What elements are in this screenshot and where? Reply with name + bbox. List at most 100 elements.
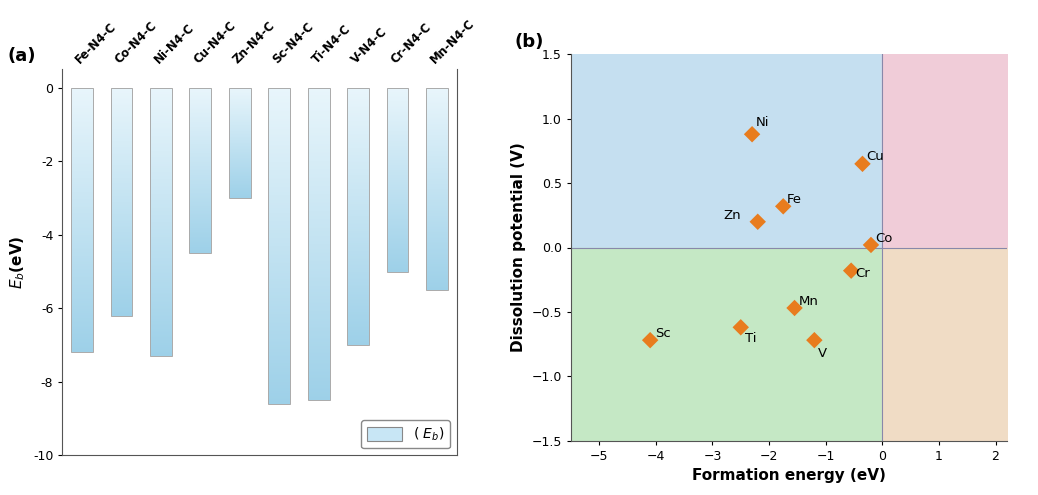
Text: Ti: Ti (745, 332, 757, 346)
Bar (269, 116, 290, 118)
Bar (427, 176, 447, 177)
Bar (190, 146, 211, 147)
Bar (308, 130, 329, 132)
Bar (387, 101, 408, 102)
Bar (308, 166, 329, 167)
Bar (348, 188, 368, 190)
Bar (151, 161, 171, 163)
Bar (269, 339, 290, 341)
Bar (427, 88, 447, 89)
Bar (72, 299, 92, 301)
Bar (387, 139, 408, 140)
Bar (427, 148, 447, 149)
Bar (427, 244, 447, 245)
Bar (269, 179, 290, 181)
Bar (387, 107, 408, 108)
Bar (427, 166, 447, 168)
Bar (72, 174, 92, 175)
Bar (308, 141, 329, 143)
Bar (387, 239, 408, 240)
Bar (190, 96, 211, 97)
Bar (151, 215, 171, 216)
Bar (427, 163, 447, 164)
Bar (348, 309, 368, 310)
Bar (348, 286, 368, 287)
Bar (308, 243, 329, 244)
Bar (348, 141, 368, 142)
Bar (151, 230, 171, 231)
Bar (151, 226, 171, 227)
Text: Fe: Fe (787, 194, 802, 206)
Bar (348, 145, 368, 146)
Bar (308, 99, 329, 100)
Bar (308, 96, 329, 97)
Bar (308, 120, 329, 122)
Bar (72, 346, 92, 347)
Bar (387, 165, 408, 166)
Bar (269, 364, 290, 366)
Bar (308, 325, 329, 327)
Bar (111, 259, 132, 260)
Bar (151, 123, 171, 124)
Bar (190, 238, 211, 239)
Bar (151, 133, 171, 135)
Bar (72, 182, 92, 183)
Bar (269, 108, 290, 110)
Bar (427, 248, 447, 249)
Bar (348, 177, 368, 178)
Bar (427, 257, 447, 258)
Bar (111, 170, 132, 171)
Bar (111, 272, 132, 274)
Bar (229, 153, 250, 154)
Bar (427, 113, 447, 114)
Bar (111, 245, 132, 246)
Bar (190, 212, 211, 213)
Bar (387, 211, 408, 212)
Bar (111, 243, 132, 244)
Bar (72, 113, 92, 114)
Bar (190, 200, 211, 201)
Bar (348, 184, 368, 186)
Bar (151, 250, 171, 251)
Bar (348, 328, 368, 330)
Bar (427, 124, 447, 125)
Bar (151, 305, 171, 306)
Bar (427, 198, 447, 199)
Bar (269, 222, 290, 224)
Bar (269, 391, 290, 393)
Bar (348, 289, 368, 290)
Bar (348, 165, 368, 166)
Bar (72, 194, 92, 195)
Bar (190, 225, 211, 226)
Bar (229, 101, 250, 102)
Bar (111, 261, 132, 262)
Bar (269, 134, 290, 135)
Bar (229, 188, 250, 189)
Bar (387, 234, 408, 235)
Bar (111, 271, 132, 272)
Bar (229, 154, 250, 155)
Bar (308, 156, 329, 158)
Bar (348, 146, 368, 147)
Bar (348, 310, 368, 312)
Bar (269, 284, 290, 285)
Bar (387, 106, 408, 107)
Bar (387, 170, 408, 171)
Bar (190, 110, 211, 111)
Bar (269, 348, 290, 350)
Bar (348, 237, 368, 238)
Bar (269, 311, 290, 312)
Bar (348, 125, 368, 126)
Bar (111, 241, 132, 242)
Bar (72, 179, 92, 180)
Bar (151, 355, 171, 356)
Bar (190, 102, 211, 103)
Bar (387, 215, 408, 216)
Bar (151, 245, 171, 246)
Bar (308, 278, 329, 280)
Bar (427, 161, 447, 162)
Bar (387, 232, 408, 233)
Bar (387, 200, 408, 201)
Bar (72, 348, 92, 350)
Bar (190, 121, 211, 122)
